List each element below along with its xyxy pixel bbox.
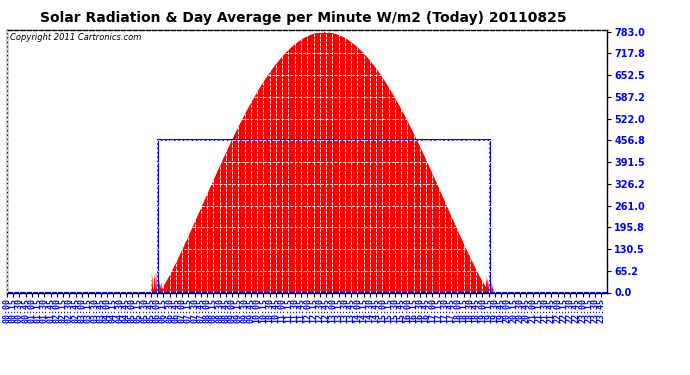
Text: Solar Radiation & Day Average per Minute W/m2 (Today) 20110825: Solar Radiation & Day Average per Minute…	[40, 11, 567, 25]
Text: Copyright 2011 Cartronics.com: Copyright 2011 Cartronics.com	[10, 33, 141, 42]
